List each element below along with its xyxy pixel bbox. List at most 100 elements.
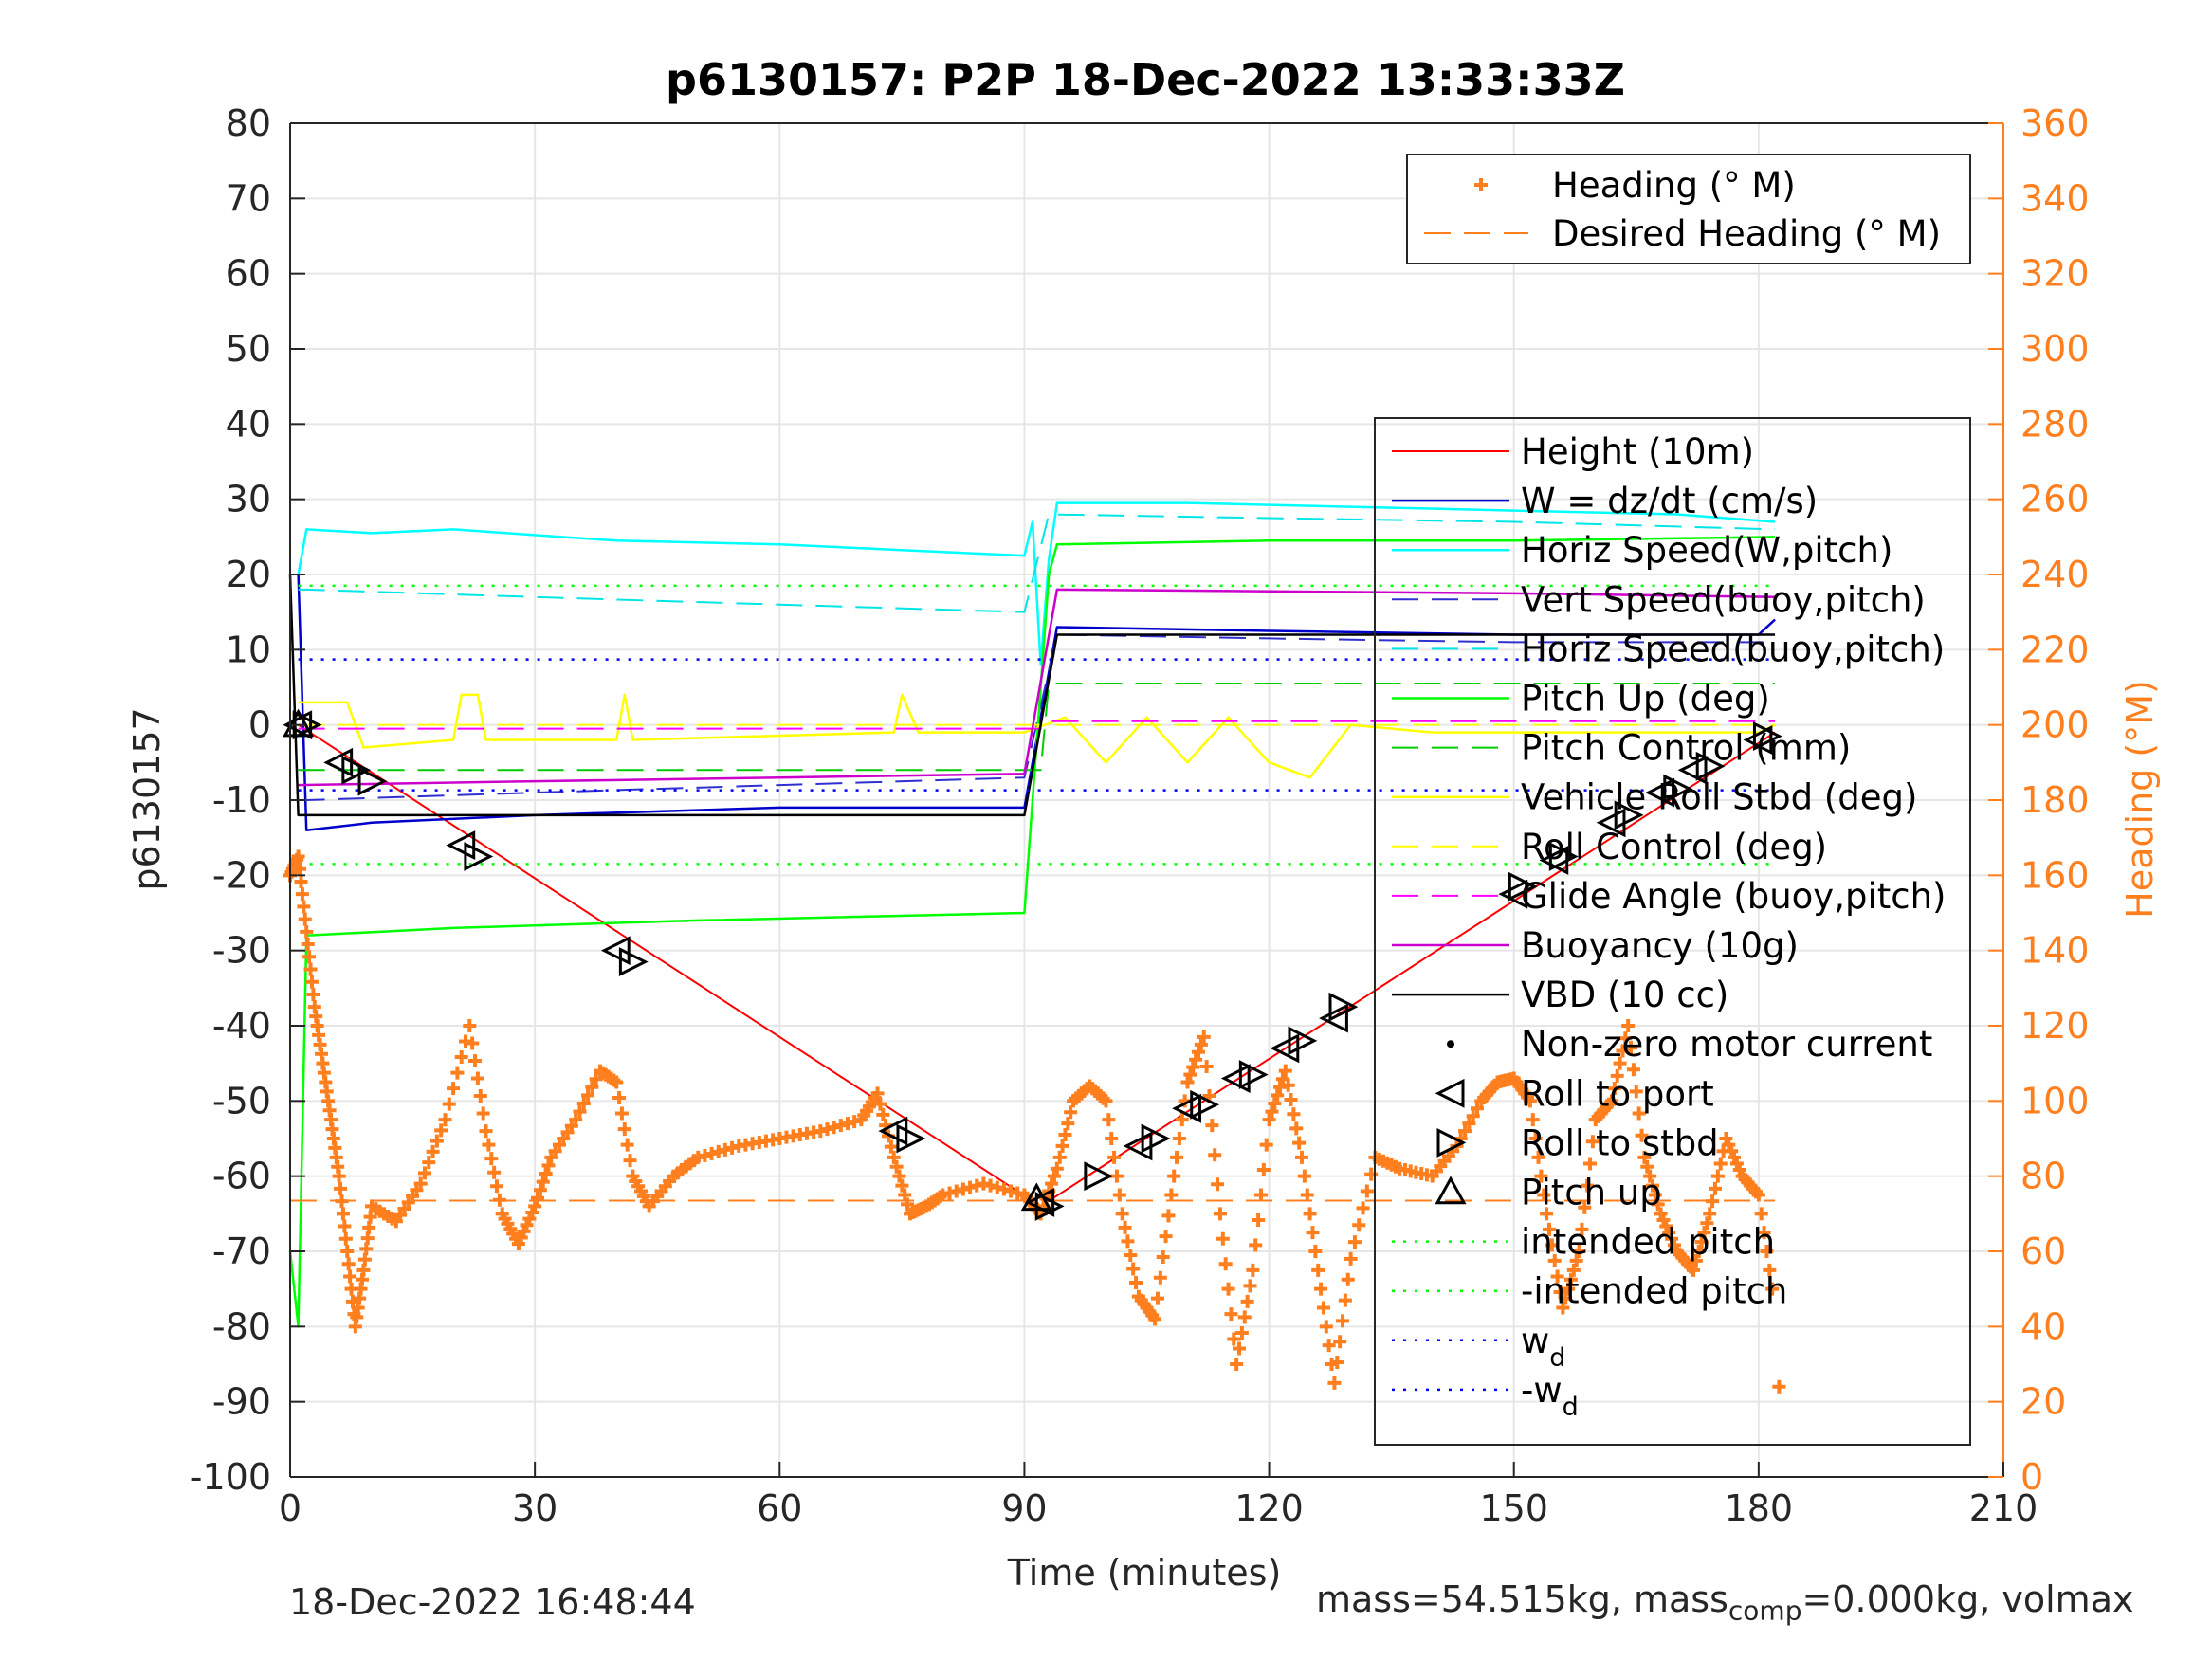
heading-point (1199, 1059, 1214, 1073)
heading-point (476, 1106, 490, 1121)
heading-point (343, 1269, 357, 1284)
heading-point (1333, 1335, 1347, 1349)
heading-point (1306, 1226, 1320, 1240)
series-line (298, 720, 1776, 730)
heading-point (1218, 1257, 1233, 1271)
legend-main-label: Buoyancy (10g) (1521, 925, 1799, 966)
heading-point (298, 912, 312, 926)
heading-point (1249, 1238, 1263, 1252)
heading-point (610, 1075, 624, 1089)
y2-tick-label: 40 (2020, 1305, 2066, 1347)
y2-tick-label: 240 (2020, 554, 2090, 595)
heading-point (332, 1169, 346, 1183)
heading-point (1578, 1200, 1592, 1214)
heading-point (617, 1122, 631, 1137)
series-line (298, 513, 1776, 613)
y2-tick-label: 340 (2020, 177, 2090, 219)
heading-point (569, 1113, 583, 1127)
heading-point (1129, 1276, 1143, 1290)
heading-point (1102, 1113, 1116, 1127)
heading-point (1772, 1379, 1786, 1394)
heading-point (1632, 1106, 1646, 1121)
pitch-up-marker (283, 708, 315, 738)
heading-point (1569, 1253, 1583, 1267)
heading-point (1156, 1249, 1170, 1264)
y2-tick-label: 300 (2020, 328, 2090, 370)
heading-point (539, 1167, 553, 1181)
heading-point (1327, 1376, 1342, 1390)
heading-point (1563, 1272, 1578, 1286)
roll-to-stbd-marker (896, 1123, 926, 1154)
heading-point (293, 862, 307, 876)
roll-to-port-marker (283, 710, 313, 740)
heading-point (1635, 1128, 1649, 1142)
heading-point (531, 1191, 545, 1205)
legend-main-label: intended pitch (1521, 1222, 1775, 1263)
heading-point (1562, 1282, 1576, 1296)
heading-point (1760, 1245, 1774, 1258)
roll-to-port-marker (1645, 777, 1675, 808)
heading-point (1526, 1113, 1540, 1127)
heading-point (1618, 1031, 1633, 1046)
y2-tick-label: 220 (2020, 629, 2090, 670)
heading-point (1640, 1159, 1654, 1174)
heading-point (1643, 1169, 1657, 1183)
y-tick-label: -100 (190, 1456, 271, 1498)
heading-point (297, 900, 311, 914)
roll-to-stbd-marker (1238, 1060, 1269, 1089)
heading-point (898, 1188, 912, 1202)
heading-point (1262, 1113, 1276, 1127)
heading-point (1303, 1207, 1317, 1221)
legend-main-label: Non-zero motor current (1521, 1024, 1932, 1065)
heading-point (1585, 1135, 1600, 1149)
heading-point (1689, 1253, 1703, 1267)
heading-point (1534, 1169, 1548, 1183)
heading-point (1300, 1188, 1314, 1202)
series-line (298, 693, 1776, 779)
roll-to-stbd-marker (341, 755, 372, 785)
axes: 0 30 60 90 120 150 180 210-100-90-80-70-60-50-4… (190, 102, 2090, 1529)
heading-point (1259, 1138, 1273, 1152)
heading-point (1694, 1235, 1709, 1249)
heading-point (447, 1082, 461, 1096)
heading-point (1045, 1176, 1059, 1191)
heading-point (1646, 1178, 1659, 1193)
heading-point (1205, 1119, 1219, 1133)
heading-point (1581, 1178, 1595, 1193)
heading-point (482, 1138, 496, 1152)
heading-point (1763, 1263, 1777, 1277)
heading-point (1648, 1188, 1662, 1202)
y-tick-label: 0 (248, 704, 271, 746)
heading-point (1347, 1235, 1362, 1249)
legend-main-label: Roll to stbd (1521, 1122, 1719, 1163)
heading-point (1344, 1251, 1358, 1266)
heading-point (1341, 1272, 1355, 1286)
series-line (288, 536, 1776, 1328)
heading-point (1687, 1263, 1701, 1277)
heading-point (1607, 1082, 1621, 1096)
y2-tick-label: 280 (2020, 403, 2090, 445)
heading-point (302, 950, 317, 964)
y-tick-label: -80 (212, 1305, 271, 1347)
heading-point (422, 1156, 436, 1170)
y-tick-label: -90 (212, 1381, 271, 1423)
heading-point (889, 1159, 904, 1174)
legend-main: Height (10m) W = dz/dt (cm/s) Horiz Speed(… (1374, 417, 1971, 1446)
heading-point (1150, 1291, 1164, 1305)
y2-tick-label: 80 (2020, 1156, 2066, 1197)
heading-point (1360, 1184, 1374, 1198)
x-tick-label: 210 (1969, 1487, 2038, 1529)
heading-point (1246, 1263, 1260, 1277)
heading-point (1227, 1332, 1241, 1346)
y2-tick-label: 200 (2020, 704, 2090, 746)
roll-to-stbd-marker (1508, 871, 1538, 902)
heading-point (1713, 1157, 1728, 1171)
heading-point (895, 1178, 909, 1193)
heading-point (417, 1166, 431, 1180)
heading-point (1292, 1136, 1307, 1150)
legend-heading-symbol (1474, 178, 1488, 191)
heading-point (573, 1104, 587, 1119)
x-tick-label: 60 (757, 1487, 802, 1529)
legend-pitchup-symbol (1435, 1176, 1467, 1205)
